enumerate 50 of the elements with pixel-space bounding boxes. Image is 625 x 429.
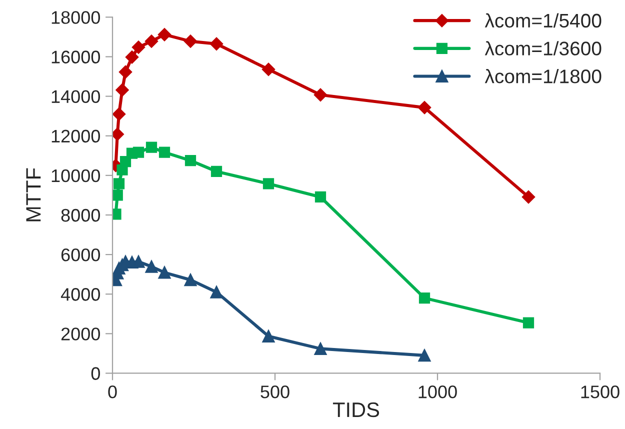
point — [116, 83, 129, 97]
x-tick-label: 1000 — [418, 386, 457, 398]
y-tick-label: 8000 — [61, 208, 100, 222]
y-tick-label: 2000 — [61, 328, 100, 340]
y-tick-label: 18000 — [52, 11, 100, 24]
point — [418, 349, 431, 362]
point — [314, 191, 326, 203]
point — [144, 34, 158, 48]
y-tick-label: 14000 — [52, 90, 100, 104]
point — [522, 190, 536, 204]
legend-label: λcom=1/1800 — [484, 68, 602, 84]
point — [314, 88, 328, 102]
point — [112, 190, 123, 201]
point — [262, 178, 274, 190]
point — [118, 65, 132, 79]
point — [146, 142, 158, 153]
y-tick-label: 12000 — [52, 130, 100, 143]
point — [184, 274, 197, 286]
point — [132, 146, 144, 158]
point — [210, 166, 222, 178]
point — [184, 155, 196, 166]
point — [158, 28, 172, 42]
point — [522, 317, 534, 328]
y-tick-label: 4000 — [60, 288, 100, 301]
y-tick-label: 0 — [91, 367, 100, 380]
point — [210, 286, 223, 298]
y-tick-label: 10000 — [52, 169, 100, 182]
x-tick-label: 1500 — [581, 386, 620, 398]
point — [158, 266, 171, 279]
y-tick-label: 16000 — [52, 50, 100, 64]
y-axis-title: MTTF — [26, 168, 41, 222]
point — [113, 178, 125, 190]
point — [210, 37, 224, 50]
point — [314, 342, 327, 355]
x-tick-label: 500 — [260, 386, 290, 398]
x-axis-title: TIDS — [332, 402, 380, 418]
y-tick-label: 6000 — [61, 248, 100, 262]
point — [125, 50, 139, 64]
x-tick-label: 0 — [108, 386, 117, 398]
point — [132, 40, 146, 54]
legend-label: λcom=1/5400 — [484, 13, 602, 28]
point — [145, 260, 158, 273]
point — [158, 146, 170, 158]
point — [262, 330, 275, 342]
point — [262, 62, 276, 76]
point — [418, 100, 432, 114]
legend-label: λcom=1/3600 — [484, 41, 602, 56]
point — [112, 108, 126, 121]
point — [418, 292, 430, 304]
point — [184, 34, 198, 48]
